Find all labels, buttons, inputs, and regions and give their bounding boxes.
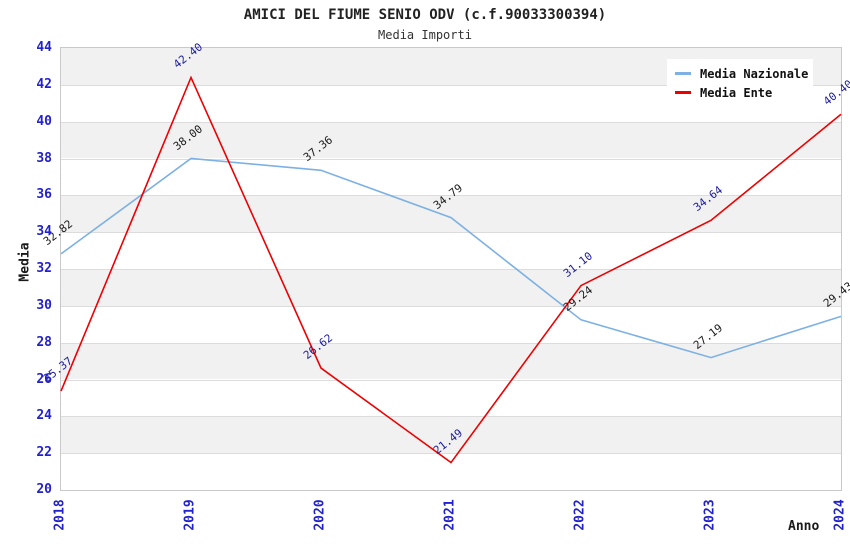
gridline <box>61 342 841 344</box>
legend-label: Media Nazionale <box>700 66 809 81</box>
gridline <box>61 379 841 381</box>
gridline <box>61 121 841 123</box>
x-tick-label: 2023 <box>702 499 718 531</box>
x-tick-label: 2022 <box>572 499 588 531</box>
gridline <box>61 158 841 160</box>
y-tick-label: 34 <box>36 224 52 240</box>
y-tick-label: 44 <box>36 40 52 55</box>
legend-item: Media Nazionale <box>675 64 809 83</box>
gridline <box>61 269 841 270</box>
y-tick-label: 38 <box>36 150 52 166</box>
y-tick-label: 32 <box>36 261 52 276</box>
series-line-media-ente <box>60 75 842 464</box>
series-line-media-nazionale <box>60 157 842 359</box>
y-tick-label: 30 <box>36 297 52 313</box>
plot-area: 32.82 38.00 37.36 34.79 29.24 27.19 29.43 25.37… <box>41 41 850 491</box>
legend: Media Nazionale Media Ente <box>667 59 813 107</box>
y-tick-label: 28 <box>36 334 52 350</box>
series-lines <box>60 75 842 464</box>
y-tick-label: 26 <box>36 371 52 387</box>
grid-band <box>61 269 841 306</box>
x-tick-label: 2024 <box>832 499 848 531</box>
grid-band <box>61 195 841 233</box>
gridline <box>61 305 841 307</box>
x-axis-title: Anno <box>788 519 820 534</box>
y-tick-label: 40 <box>36 113 52 129</box>
grid-band <box>61 342 841 380</box>
grid-band <box>61 121 841 159</box>
legend-label: Media Ente <box>700 85 773 100</box>
y-tick-label: 42 <box>36 76 52 92</box>
gridline <box>61 453 841 455</box>
chart-title: AMICI DEL FIUME SENIO ODV (c.f.900333003… <box>243 7 607 23</box>
legend-item: Media Ente <box>675 83 805 102</box>
y-tick-label: 36 <box>36 187 52 203</box>
chart-subtitle: Media Importi <box>378 28 472 42</box>
x-tick-label: 2020 <box>312 499 328 531</box>
gridline <box>61 416 841 418</box>
legend-swatch-media-nazionale <box>675 72 691 75</box>
x-tick-label: 2018 <box>52 499 68 531</box>
y-tick-label: 24 <box>36 408 52 424</box>
gridline <box>61 84 841 86</box>
legend-swatch-media-ente <box>675 91 691 94</box>
x-tick-label: 2019 <box>182 499 198 531</box>
x-tick-label: 2021 <box>442 499 458 531</box>
gridline <box>61 232 841 234</box>
y-tick-label: 22 <box>36 445 52 461</box>
gridline <box>61 195 841 197</box>
y-tick-label: 20 <box>36 482 52 497</box>
grid-band <box>61 416 841 454</box>
